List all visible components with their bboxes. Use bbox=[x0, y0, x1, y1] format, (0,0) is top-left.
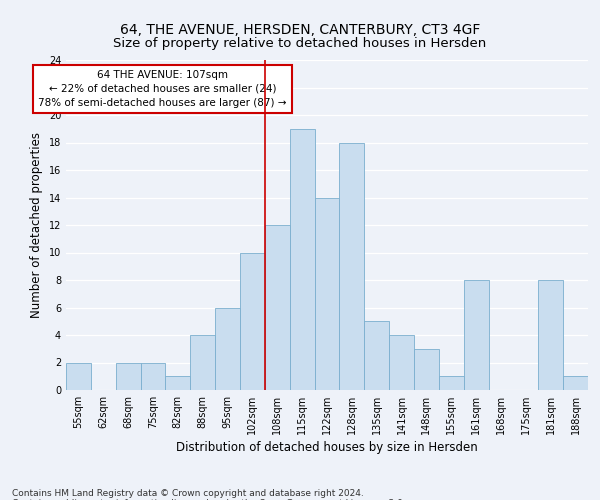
Text: Contains HM Land Registry data © Crown copyright and database right 2024.: Contains HM Land Registry data © Crown c… bbox=[12, 488, 364, 498]
Bar bbox=[364, 322, 389, 390]
Bar bbox=[190, 335, 215, 390]
Bar bbox=[240, 252, 265, 390]
Bar bbox=[464, 280, 488, 390]
Bar bbox=[215, 308, 240, 390]
Text: 64, THE AVENUE, HERSDEN, CANTERBURY, CT3 4GF: 64, THE AVENUE, HERSDEN, CANTERBURY, CT3… bbox=[120, 22, 480, 36]
Bar bbox=[389, 335, 414, 390]
Bar bbox=[116, 362, 140, 390]
Bar bbox=[340, 142, 364, 390]
Bar bbox=[265, 225, 290, 390]
Bar bbox=[414, 349, 439, 390]
Bar bbox=[439, 376, 464, 390]
Text: Size of property relative to detached houses in Hersden: Size of property relative to detached ho… bbox=[113, 38, 487, 51]
Bar bbox=[66, 362, 91, 390]
Bar bbox=[314, 198, 340, 390]
Bar bbox=[140, 362, 166, 390]
Bar bbox=[166, 376, 190, 390]
Y-axis label: Number of detached properties: Number of detached properties bbox=[30, 132, 43, 318]
Bar bbox=[563, 376, 588, 390]
Text: Contains public sector information licensed under the Open Government Licence v3: Contains public sector information licen… bbox=[12, 498, 406, 500]
X-axis label: Distribution of detached houses by size in Hersden: Distribution of detached houses by size … bbox=[176, 441, 478, 454]
Bar bbox=[290, 128, 314, 390]
Text: 64 THE AVENUE: 107sqm
← 22% of detached houses are smaller (24)
78% of semi-deta: 64 THE AVENUE: 107sqm ← 22% of detached … bbox=[38, 70, 287, 108]
Bar bbox=[538, 280, 563, 390]
